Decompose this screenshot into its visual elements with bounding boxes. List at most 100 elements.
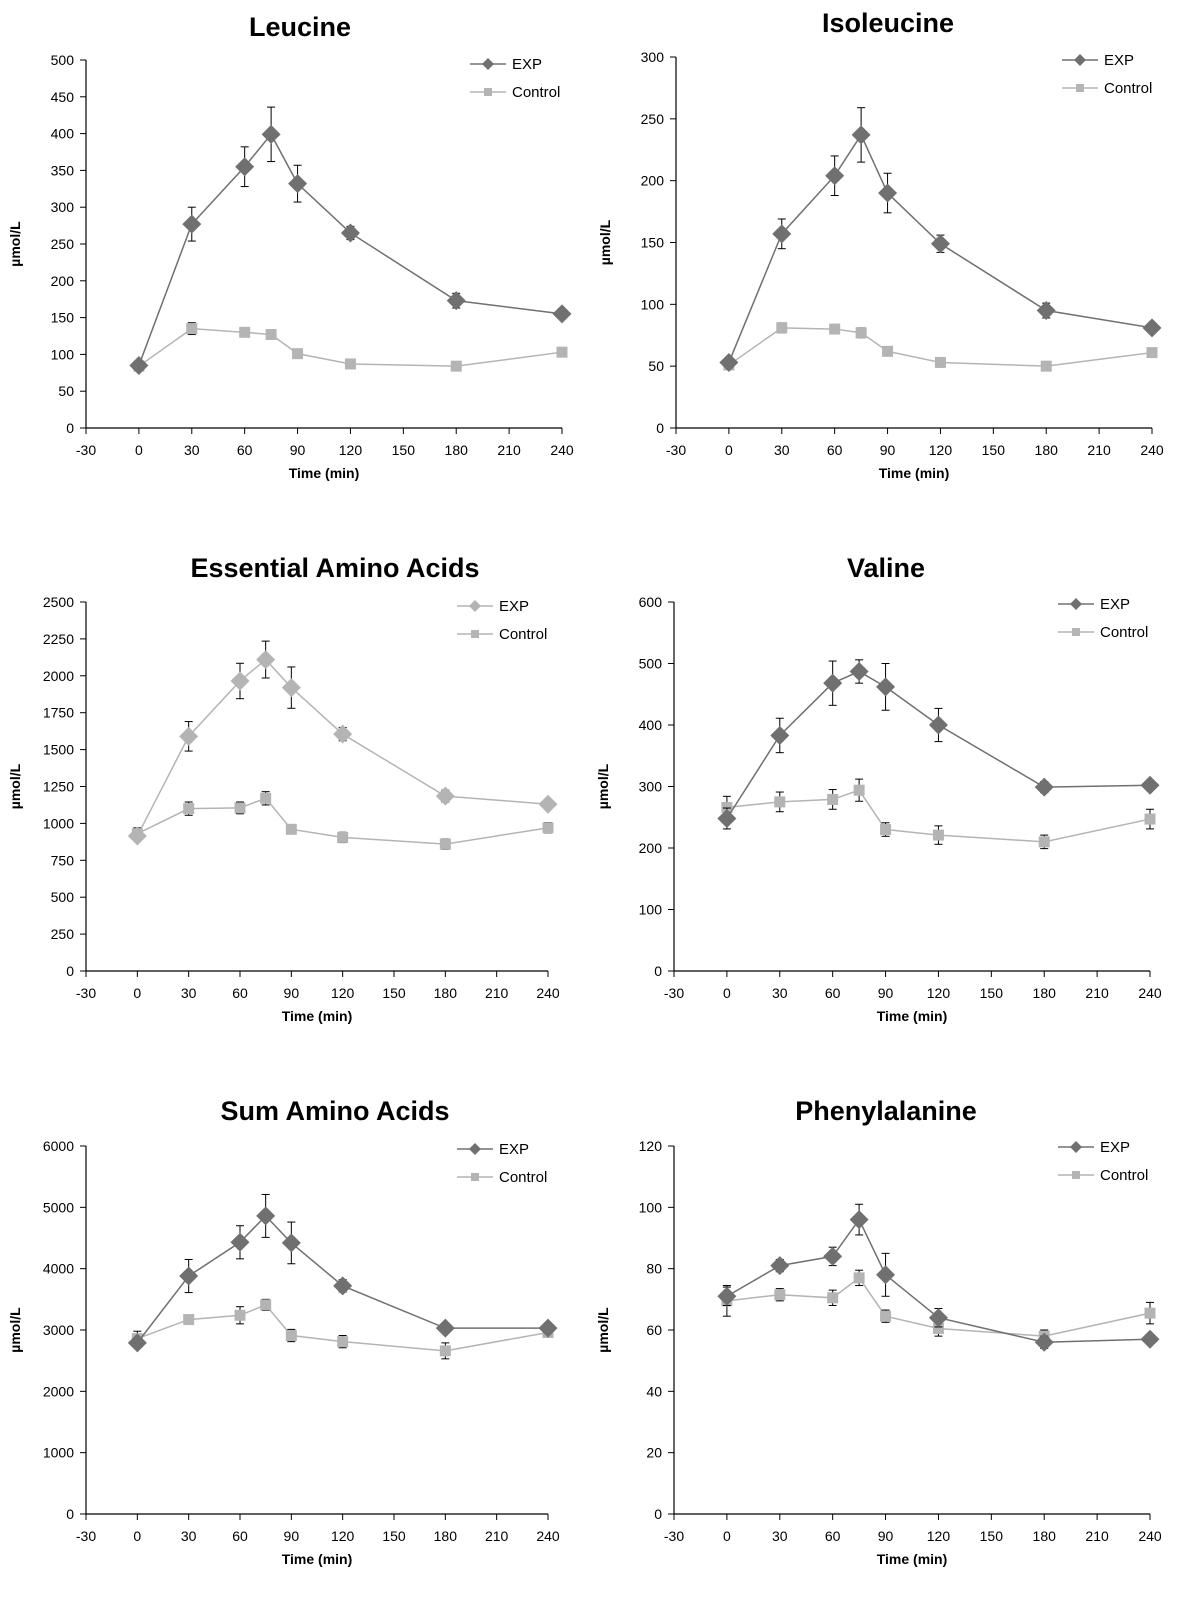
data-point	[932, 829, 944, 841]
data-point	[538, 794, 558, 814]
y-tick-label: 500	[51, 889, 75, 905]
x-tick-label: 240	[536, 985, 560, 1001]
x-tick-label: 180	[434, 1528, 458, 1544]
chart-panel-5: Sum Amino Acids 0 1000 2000 3000 4000 5000 6000…	[7, 1096, 560, 1567]
data-point	[930, 234, 950, 254]
y-axis-label: µmol/L	[597, 219, 613, 265]
y-tick-label: 150	[641, 235, 665, 251]
data-point	[230, 1232, 250, 1252]
data-point	[876, 677, 896, 697]
y-axis-label: µmol/L	[7, 763, 23, 809]
data-point	[285, 1330, 297, 1342]
chart-title: Sum Amino Acids	[220, 1096, 449, 1126]
data-point	[435, 786, 455, 806]
data-point	[774, 1289, 786, 1301]
data-point	[179, 726, 199, 746]
data-point	[829, 323, 841, 335]
x-tick-label: -30	[664, 1528, 684, 1544]
data-point	[878, 183, 898, 203]
data-point	[186, 323, 198, 335]
data-point	[281, 1233, 301, 1253]
y-tick-label: 60	[646, 1322, 662, 1338]
x-tick-label: 120	[331, 985, 355, 1001]
legend-marker	[1076, 84, 1084, 92]
legend-label: EXP	[499, 1141, 529, 1158]
y-axis-label: µmol/L	[595, 763, 611, 809]
y-tick-label: 2500	[43, 594, 74, 610]
data-point	[538, 1318, 558, 1338]
y-tick-label: 300	[641, 49, 665, 65]
x-tick-label: 180	[1033, 1528, 1057, 1544]
data-point	[260, 792, 272, 804]
x-tick-label: 30	[181, 1528, 197, 1544]
x-tick-label: 240	[536, 1528, 560, 1544]
x-tick-label: 150	[382, 985, 406, 1001]
data-point	[827, 1292, 839, 1304]
data-point	[127, 826, 147, 846]
y-tick-label: 300	[51, 199, 75, 215]
series-exp	[719, 107, 1162, 372]
x-tick-label: 90	[284, 1528, 300, 1544]
chart-title: Phenylalanine	[795, 1096, 977, 1126]
series-control	[133, 322, 568, 372]
data-point	[179, 1266, 199, 1286]
data-point	[1146, 347, 1158, 359]
legend: EXP Control	[1058, 596, 1148, 641]
data-point	[292, 348, 304, 360]
y-tick-label: 6000	[43, 1138, 74, 1154]
x-tick-label: 210	[485, 985, 509, 1001]
series-exp	[127, 640, 558, 846]
data-point	[770, 725, 790, 745]
legend-label: EXP	[1100, 596, 1130, 613]
series-exp	[717, 659, 1160, 830]
x-tick-label: 150	[982, 442, 1006, 458]
legend-marker	[471, 1173, 479, 1181]
y-tick-label: 1000	[43, 815, 74, 831]
x-tick-label: 150	[392, 442, 416, 458]
data-point	[337, 1336, 349, 1348]
y-tick-label: 300	[639, 779, 663, 795]
x-tick-label: 240	[550, 442, 574, 458]
data-point	[932, 1322, 944, 1334]
data-point	[127, 1333, 147, 1353]
data-point	[823, 1246, 843, 1266]
x-tick-label: 210	[1085, 985, 1109, 1001]
x-tick-label: 60	[232, 985, 248, 1001]
data-point	[288, 174, 308, 194]
data-point	[849, 1210, 869, 1230]
series-line	[726, 670, 1151, 819]
data-point	[450, 360, 462, 372]
data-point	[1144, 813, 1156, 825]
data-point	[129, 355, 149, 375]
data-point	[774, 796, 786, 808]
x-tick-label: 30	[774, 442, 790, 458]
series-line	[728, 133, 1153, 363]
data-point	[717, 808, 737, 828]
x-tick-label: 0	[133, 1528, 141, 1544]
legend: EXP Control	[457, 598, 547, 643]
data-point	[928, 1308, 948, 1328]
x-tick-label: 180	[445, 442, 469, 458]
x-tick-label: 30	[772, 1528, 788, 1544]
x-axis-label: Time (min)	[877, 1008, 948, 1024]
x-tick-label: 90	[878, 1528, 894, 1544]
data-point	[265, 329, 277, 341]
y-tick-label: 100	[639, 1199, 663, 1215]
x-tick-label: -30	[76, 1528, 96, 1544]
y-tick-label: 250	[51, 236, 75, 252]
x-tick-label: 0	[725, 442, 733, 458]
legend-marker	[1070, 598, 1082, 610]
y-axis-label: µmol/L	[595, 1307, 611, 1353]
series-line	[138, 132, 563, 366]
x-tick-label: 150	[382, 1528, 406, 1544]
chart-title: Isoleucine	[822, 8, 954, 38]
y-tick-label: 2000	[43, 1383, 74, 1399]
x-tick-label: 150	[980, 1528, 1004, 1544]
data-point	[234, 802, 246, 814]
legend-label: Control	[1104, 80, 1152, 97]
data-point	[853, 784, 865, 796]
chart-title: Essential Amino Acids	[190, 553, 479, 583]
data-point	[542, 822, 554, 834]
y-tick-label: 50	[58, 383, 74, 399]
